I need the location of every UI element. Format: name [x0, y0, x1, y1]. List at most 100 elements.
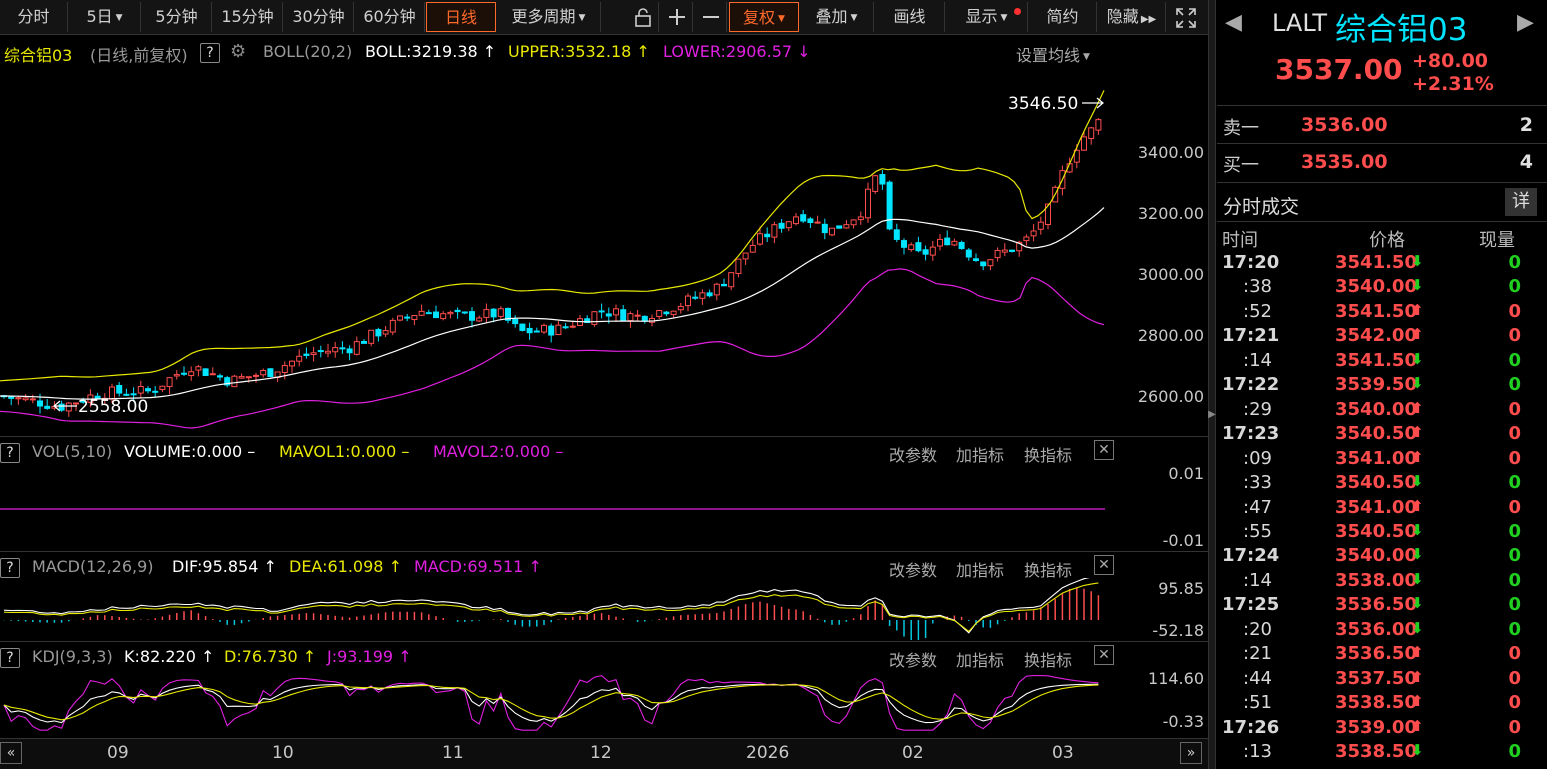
candle-body[interactable] [497, 308, 504, 317]
scroll-left-icon[interactable]: « [0, 742, 22, 764]
candle-body[interactable] [721, 283, 727, 287]
candle-body[interactable] [613, 308, 619, 316]
adjust-button[interactable]: 复权 ▼ [729, 2, 799, 32]
candle-body[interactable] [937, 238, 943, 247]
candle-body[interactable] [562, 326, 569, 329]
overlay-button[interactable]: 叠加 ▼ [800, 2, 874, 32]
candle-body[interactable] [245, 376, 252, 379]
candle-body[interactable] [37, 400, 43, 407]
candle-body[interactable] [641, 315, 648, 322]
candle-body[interactable] [22, 397, 29, 401]
candle-body[interactable] [519, 323, 526, 331]
candle-body[interactable] [771, 224, 778, 238]
candle-body[interactable] [145, 388, 151, 392]
candle-body[interactable] [728, 272, 735, 288]
candle-body[interactable] [677, 305, 684, 311]
period-tab-more[interactable]: 更多周期 ▼ [497, 2, 601, 32]
candle-body[interactable] [965, 249, 972, 258]
candle-body[interactable] [656, 310, 663, 317]
candle-body[interactable] [15, 397, 22, 400]
candle-body[interactable] [749, 244, 756, 253]
candle-body[interactable] [994, 249, 1001, 259]
candle-body[interactable] [173, 374, 180, 377]
candle-body[interactable] [886, 181, 893, 230]
candle-body[interactable] [843, 224, 850, 229]
candle-body[interactable] [958, 241, 965, 250]
candle-body[interactable] [231, 375, 238, 388]
gear-icon[interactable]: ⚙ [230, 41, 247, 62]
candle-body[interactable] [476, 317, 483, 322]
candle-body[interactable] [447, 311, 454, 315]
candle-body[interactable] [209, 373, 216, 376]
candle-body[interactable] [224, 377, 231, 386]
add-indicator-button[interactable]: 加指标 [956, 651, 1005, 670]
candle-body[interactable] [793, 216, 799, 225]
indicator-name[interactable]: MACD(12,26,9) [32, 557, 154, 576]
candle-body[interactable] [267, 368, 274, 378]
edit-params-button[interactable]: 改参数 [889, 446, 938, 465]
help-button[interactable]: ? [0, 558, 20, 578]
zoom-out-button[interactable] [695, 2, 727, 32]
zoom-in-button[interactable] [661, 2, 693, 32]
add-indicator-button[interactable]: 加指标 [956, 561, 1005, 580]
period-tab-5day[interactable]: 5日 ▼ [69, 2, 141, 32]
fullscreen-button[interactable] [1169, 2, 1201, 32]
candle-body[interactable] [1081, 136, 1087, 151]
candle-body[interactable] [411, 315, 418, 320]
candle-body[interactable] [1095, 119, 1102, 131]
panel-splitter[interactable] [1208, 0, 1216, 769]
candle-body[interactable] [73, 402, 79, 405]
candle-body[interactable] [807, 218, 814, 224]
close-icon[interactable]: ✕ [1094, 555, 1114, 575]
candle-body[interactable] [706, 292, 713, 297]
candle-body[interactable] [1023, 236, 1030, 242]
candle-body[interactable] [94, 395, 101, 399]
switch-indicator-button[interactable]: 换指标 [1024, 561, 1073, 580]
candle-body[interactable] [944, 237, 951, 246]
candle-body[interactable] [980, 261, 987, 267]
candle-body[interactable] [922, 249, 929, 255]
candle-body[interactable] [325, 350, 331, 354]
help-button[interactable]: ? [200, 43, 220, 63]
candle-body[interactable] [238, 376, 245, 379]
candle-body[interactable] [253, 374, 259, 377]
candle-body[interactable] [850, 219, 857, 226]
candle-body[interactable] [425, 312, 432, 315]
candle-body[interactable] [872, 175, 879, 192]
candle-body[interactable] [440, 313, 447, 320]
candle-body[interactable] [44, 405, 51, 409]
candle-body[interactable] [1088, 127, 1095, 139]
candle-body[interactable] [339, 347, 346, 350]
candle-body[interactable] [785, 221, 792, 229]
candle-body[interactable] [123, 393, 130, 396]
candle-body[interactable] [699, 292, 706, 299]
candle-body[interactable] [152, 390, 159, 393]
candle-body[interactable] [533, 330, 540, 333]
candle-body[interactable] [591, 311, 598, 325]
candle-body[interactable] [821, 223, 828, 234]
draw-button[interactable]: 画线 [875, 2, 945, 32]
candle-body[interactable] [461, 311, 468, 314]
candle-body[interactable] [202, 368, 209, 376]
switch-indicator-button[interactable]: 换指标 [1024, 446, 1073, 465]
candle-body[interactable] [159, 385, 166, 390]
candle-body[interactable] [1037, 221, 1044, 230]
candle-body[interactable] [310, 352, 317, 356]
candle-body[interactable] [137, 385, 144, 394]
candle-body[interactable] [908, 244, 915, 251]
simple-button[interactable]: 简约 [1029, 2, 1097, 32]
candle-body[interactable] [8, 396, 15, 399]
period-tab-5min[interactable]: 5分钟 [142, 2, 212, 32]
candle-body[interactable] [1045, 203, 1051, 225]
help-button[interactable]: ? [0, 648, 20, 668]
detail-button[interactable]: 详 [1505, 188, 1537, 216]
candle-body[interactable] [29, 398, 36, 401]
candlestick-chart[interactable]: 3546.50 2558.00 [0, 68, 1112, 435]
candle-body[interactable] [670, 310, 677, 316]
candle-body[interactable] [692, 296, 699, 299]
candle-body[interactable] [80, 400, 87, 403]
candle-body[interactable] [663, 311, 670, 315]
candle-body[interactable] [865, 188, 871, 219]
candle-body[interactable] [857, 216, 864, 221]
candle-body[interactable] [512, 318, 519, 325]
